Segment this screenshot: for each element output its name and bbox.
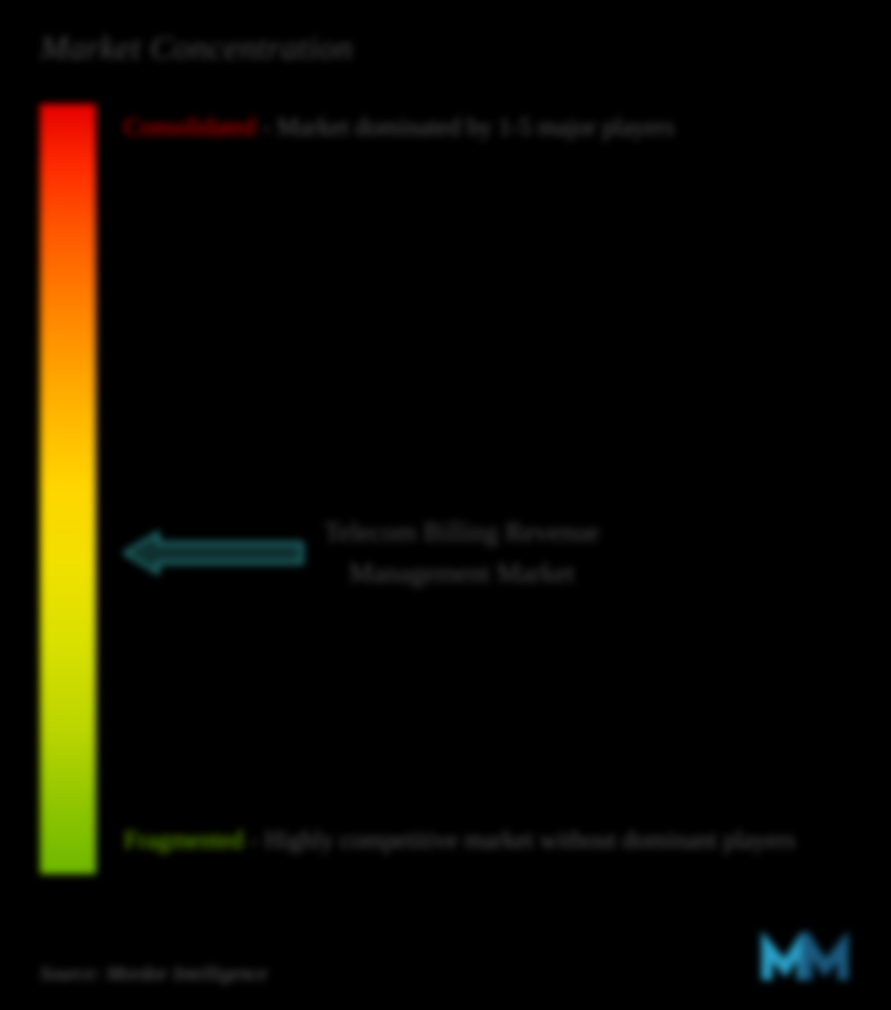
source-attribution: Source: Mordor Intelligence	[40, 963, 267, 986]
consolidated-keyword: Consolidated	[124, 114, 256, 141]
fragmented-label: Fragmented - Highly competitive market w…	[124, 817, 841, 865]
diagram-body: Consolidated - Market dominated by 1-5 m…	[40, 104, 851, 874]
market-name-label: Telecom Billing Revenue Management Marke…	[324, 512, 600, 593]
consolidated-description: - Market dominated by 1-5 major players	[262, 114, 674, 141]
concentration-gradient-bar	[40, 104, 96, 874]
market-name-line2: Management Market	[349, 558, 575, 588]
page-title: Market Concentration	[40, 30, 851, 68]
consolidated-label: Consolidated - Market dominated by 1-5 m…	[124, 104, 841, 152]
fragmented-keyword: Fragmented	[124, 827, 243, 854]
market-pointer-row: Telecom Billing Revenue Management Marke…	[124, 512, 841, 593]
arrow-left-icon	[124, 529, 304, 577]
mordor-logo-icon	[761, 932, 851, 986]
footer: Source: Mordor Intelligence	[40, 932, 851, 986]
labels-column: Consolidated - Market dominated by 1-5 m…	[96, 104, 851, 874]
fragmented-description: - Highly competitive market without domi…	[250, 827, 796, 854]
market-name-line1: Telecom Billing Revenue	[324, 517, 600, 547]
